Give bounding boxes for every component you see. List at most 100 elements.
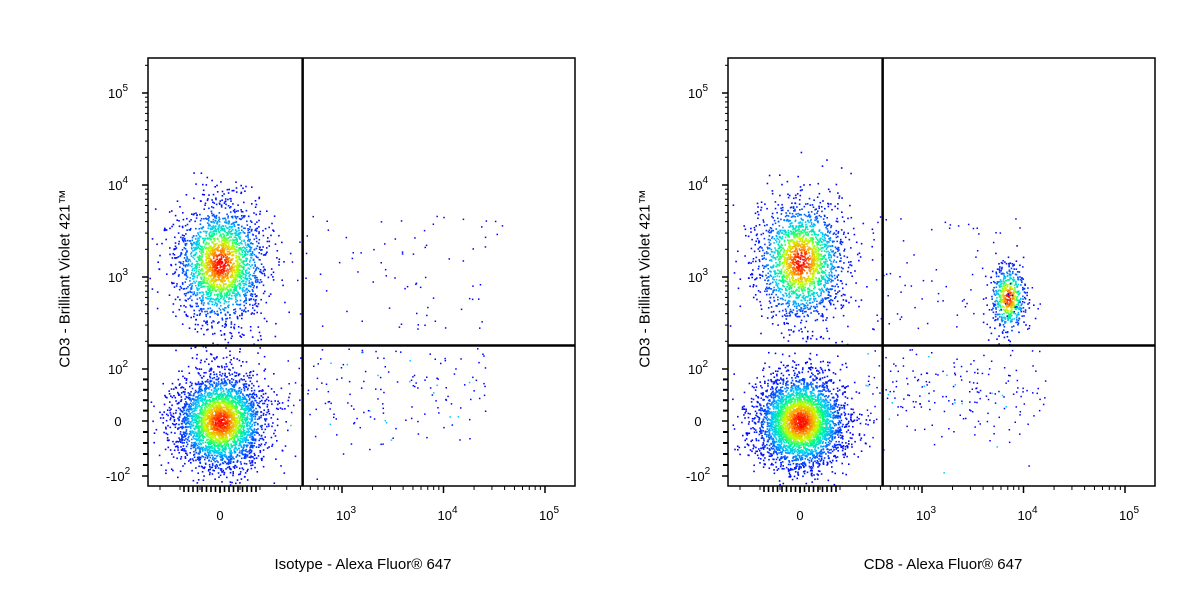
- event-dot: [200, 248, 202, 251]
- event-dot: [234, 285, 237, 287]
- event-dot: [213, 443, 215, 445]
- event-dot: [179, 383, 181, 385]
- event-dot: [222, 471, 224, 473]
- event-dot: [221, 381, 224, 383]
- event-dot: [239, 236, 242, 238]
- event-dot: [241, 467, 244, 469]
- event-dot: [177, 447, 179, 449]
- event-dot: [257, 279, 259, 281]
- event-dot: [251, 281, 253, 284]
- event-dot: [191, 411, 193, 414]
- event-dot: [185, 259, 187, 262]
- event-dot: [229, 435, 231, 437]
- event-dot: [215, 432, 217, 434]
- event-dot: [214, 454, 216, 457]
- event-dot: [188, 403, 190, 406]
- event-dot: [234, 425, 237, 428]
- event-dot: [183, 448, 186, 450]
- event-dot: [185, 382, 188, 384]
- event-dot: [218, 283, 221, 286]
- event-dot: [210, 440, 213, 443]
- event-dot: [181, 225, 184, 228]
- event-dot: [198, 266, 201, 268]
- event-dot: [214, 390, 216, 392]
- event-dot: [172, 440, 174, 443]
- event-dot: [238, 258, 241, 261]
- event-dot: [211, 406, 214, 408]
- event-dot: [228, 381, 231, 383]
- event-dot: [184, 224, 187, 227]
- event-dot: [182, 426, 185, 429]
- event-dot: [262, 284, 265, 287]
- event-dot: [238, 257, 241, 260]
- event-dot: [184, 237, 186, 240]
- event-dot: [210, 310, 213, 312]
- event-dot: [208, 436, 211, 439]
- event-dot: [187, 408, 190, 411]
- event-dot: [242, 420, 244, 423]
- event-dot: [240, 391, 242, 393]
- event-dot: [196, 264, 198, 267]
- event-dot: [222, 254, 224, 257]
- event-dot: [211, 269, 213, 272]
- event-dot: [178, 437, 180, 439]
- event-dot: [229, 231, 231, 233]
- event-dot: [254, 275, 257, 277]
- event-dot: [224, 217, 226, 220]
- event-dot: [205, 255, 207, 258]
- event-dot: [276, 424, 279, 427]
- event-dot: [209, 411, 211, 413]
- event-dot: [249, 456, 252, 459]
- event-dot: [218, 254, 221, 257]
- event-dot: [233, 439, 235, 441]
- event-dot: [249, 254, 252, 256]
- event-dot: [191, 408, 193, 411]
- event-dot: [203, 395, 206, 397]
- event-dot: [224, 253, 226, 255]
- event-dot: [226, 408, 229, 411]
- event-dot: [218, 299, 221, 301]
- event-dot: [247, 228, 249, 230]
- event-dot: [232, 471, 234, 473]
- event-dot: [234, 310, 237, 313]
- event-dot: [250, 242, 253, 245]
- event-dot: [246, 253, 249, 256]
- event-dot: [225, 241, 228, 244]
- event-dot: [185, 250, 188, 252]
- event-dot: [256, 411, 259, 414]
- event-dot: [229, 449, 231, 451]
- event-dot: [241, 287, 244, 289]
- event-dot: [230, 414, 233, 416]
- event-dot: [256, 373, 258, 376]
- event-dot: [219, 404, 222, 407]
- event-dot: [246, 455, 248, 458]
- event-dot: [240, 266, 243, 268]
- event-dot: [200, 276, 202, 279]
- event-dot: [219, 259, 222, 262]
- event-dot: [267, 276, 270, 279]
- event-dot: [241, 211, 244, 213]
- event-dot: [234, 289, 236, 292]
- event-dot: [197, 446, 200, 449]
- event-dot: [234, 281, 237, 283]
- event-dot: [204, 360, 206, 363]
- event-dot: [224, 413, 227, 415]
- event-dot: [201, 264, 204, 267]
- event-dot: [203, 273, 206, 275]
- event-dot: [284, 408, 286, 410]
- event-dot: [250, 298, 253, 300]
- event-dot: [223, 297, 225, 299]
- event-dot: [209, 231, 212, 233]
- event-dot: [251, 446, 254, 449]
- event-dot: [245, 402, 248, 404]
- event-dot: [228, 456, 230, 459]
- event-dot: [234, 447, 237, 450]
- event-dot: [226, 274, 229, 277]
- event-dot: [230, 265, 233, 267]
- event-dot: [241, 408, 243, 410]
- event-dot: [241, 413, 244, 416]
- event-dot: [239, 248, 241, 250]
- event-dot: [214, 186, 216, 188]
- event-dot: [235, 482, 237, 485]
- event-dot: [219, 401, 222, 404]
